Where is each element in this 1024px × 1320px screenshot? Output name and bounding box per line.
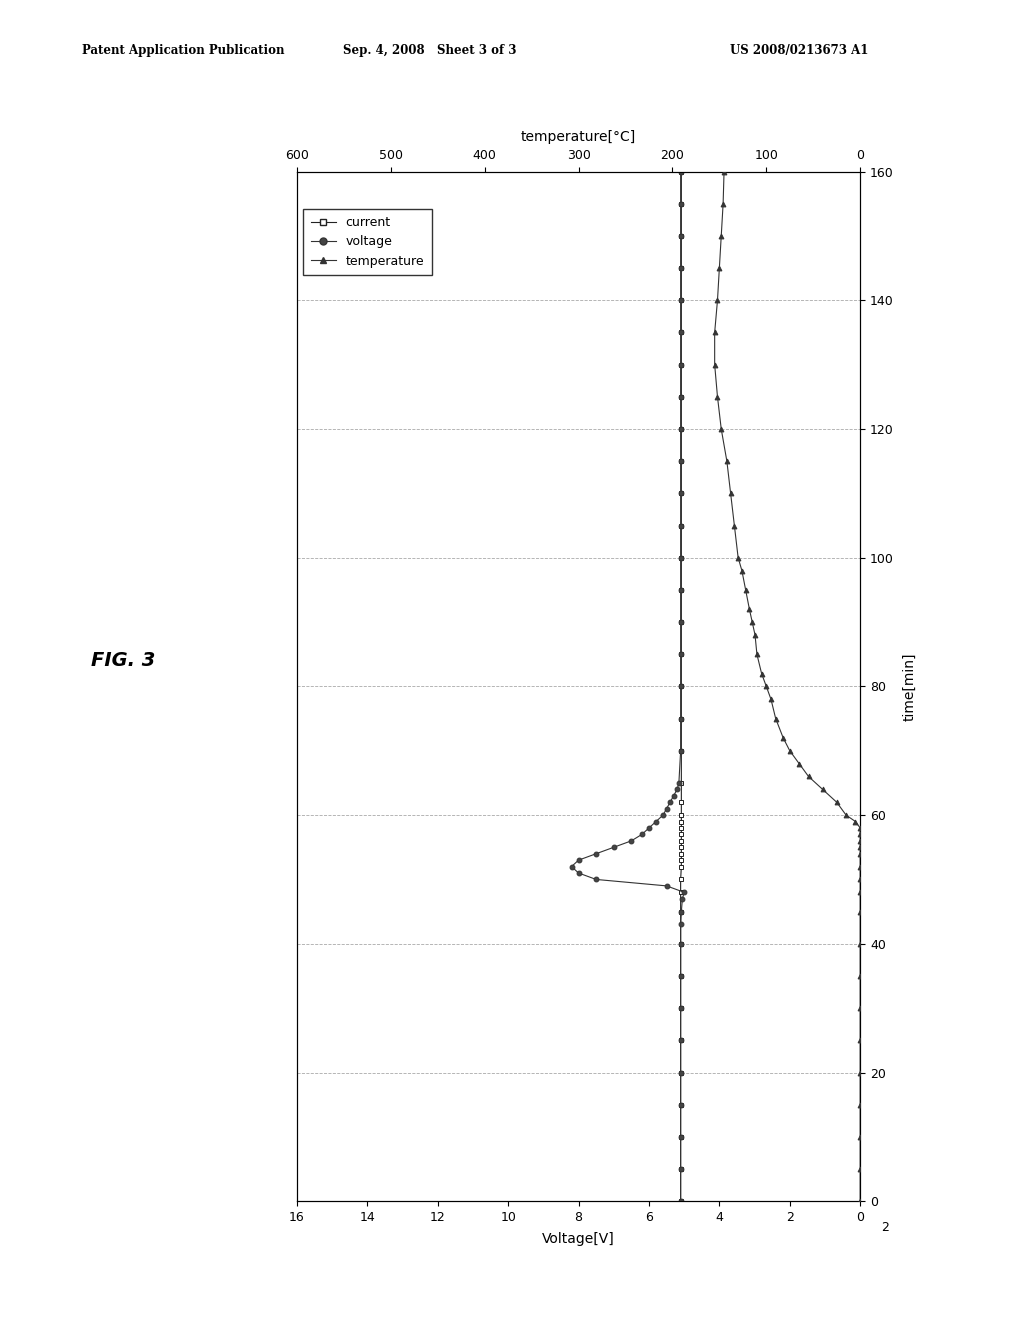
Legend: current, voltage, temperature: current, voltage, temperature: [303, 209, 432, 276]
Y-axis label: time[min]: time[min]: [902, 652, 916, 721]
X-axis label: temperature[°C]: temperature[°C]: [521, 129, 636, 144]
Text: 2: 2: [881, 1221, 889, 1234]
Text: FIG. 3: FIG. 3: [91, 651, 155, 669]
X-axis label: Voltage[V]: Voltage[V]: [542, 1233, 615, 1246]
Text: Sep. 4, 2008   Sheet 3 of 3: Sep. 4, 2008 Sheet 3 of 3: [343, 44, 517, 57]
Text: Patent Application Publication: Patent Application Publication: [82, 44, 285, 57]
Text: US 2008/0213673 A1: US 2008/0213673 A1: [729, 44, 868, 57]
